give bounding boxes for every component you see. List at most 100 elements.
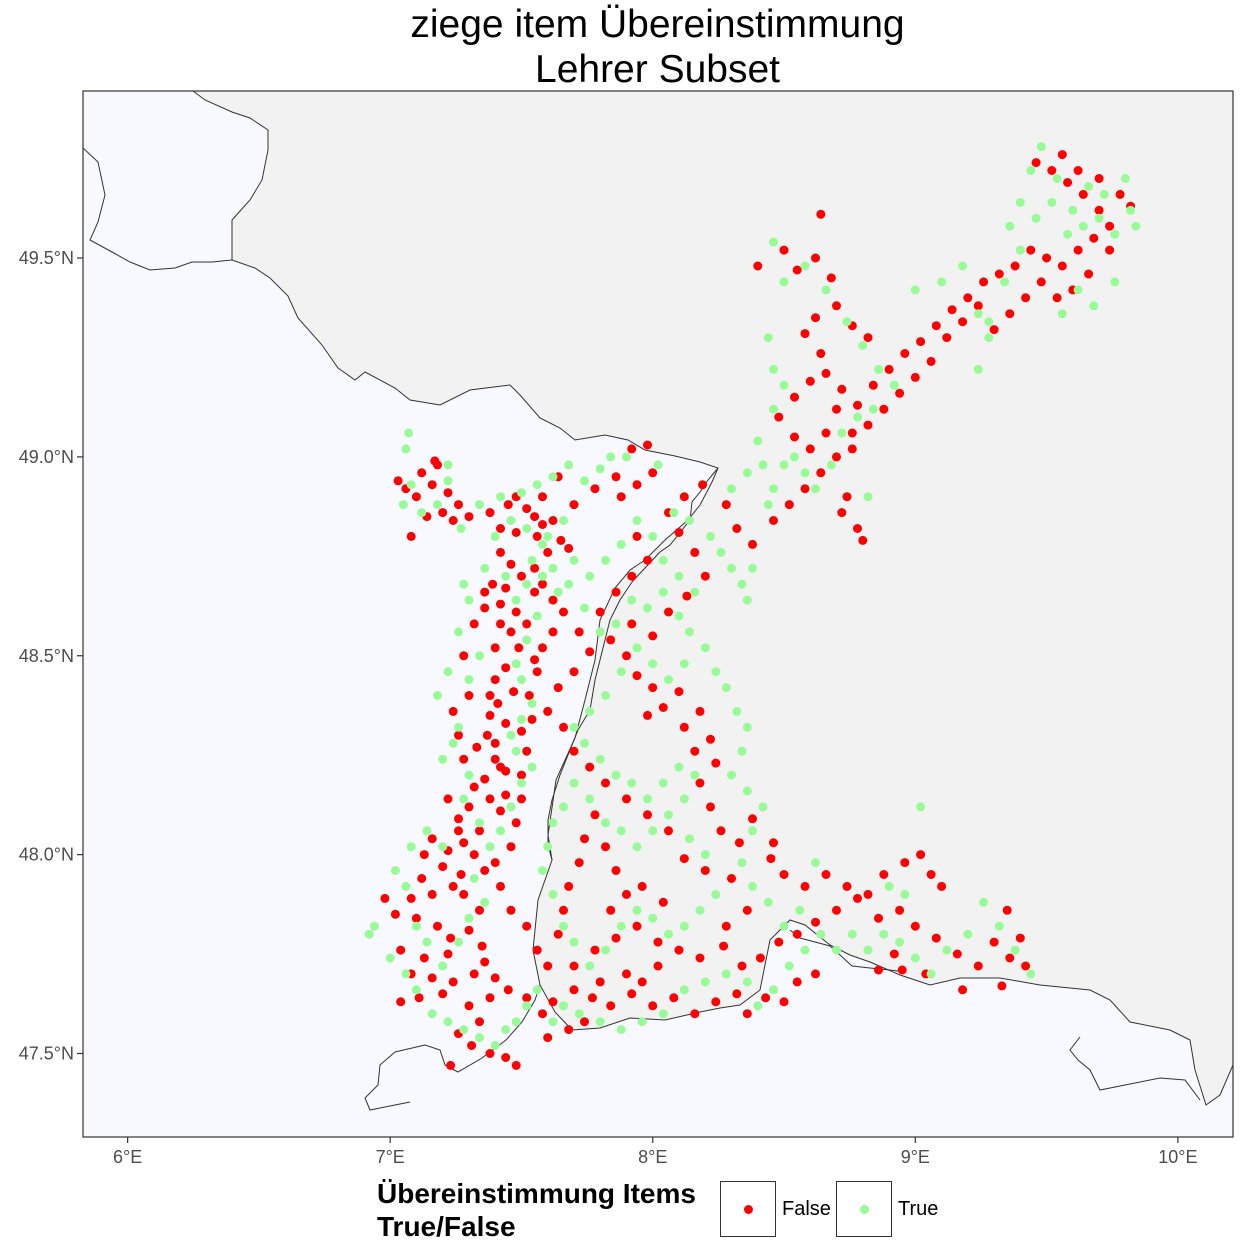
point-false xyxy=(916,850,926,860)
point-true xyxy=(727,484,736,494)
point-false xyxy=(648,631,658,641)
point-true xyxy=(679,985,689,995)
point-true xyxy=(559,516,568,525)
point-false xyxy=(989,325,999,335)
point-true xyxy=(417,508,427,518)
point-false xyxy=(464,691,474,700)
point-false xyxy=(958,317,968,327)
point-true xyxy=(456,524,466,533)
point-true xyxy=(784,961,794,971)
point-true xyxy=(438,754,448,764)
point-false xyxy=(469,619,479,629)
point-false xyxy=(548,997,558,1007)
point-true xyxy=(459,1025,469,1035)
point-false xyxy=(517,726,526,736)
point-false xyxy=(627,619,637,629)
point-true xyxy=(464,770,474,780)
point-true xyxy=(1131,221,1141,231)
point-true xyxy=(506,730,516,740)
legend-label-true: True xyxy=(898,1198,939,1220)
point-false xyxy=(469,850,479,860)
point-true xyxy=(742,722,752,732)
point-false xyxy=(910,372,920,382)
point-false xyxy=(433,460,442,470)
point-false xyxy=(522,746,532,756)
point-true xyxy=(627,778,637,788)
point-false xyxy=(732,524,742,533)
point-true xyxy=(543,842,553,852)
point-true xyxy=(800,468,810,478)
point-true xyxy=(475,500,484,510)
point-true xyxy=(406,842,416,852)
point-true xyxy=(585,961,595,971)
point-true xyxy=(963,929,973,939)
point-false xyxy=(832,452,841,462)
point-true xyxy=(443,460,453,470)
point-true xyxy=(690,770,700,780)
point-true xyxy=(942,945,952,955)
point-true xyxy=(742,468,752,478)
point-false xyxy=(811,969,820,979)
point-true xyxy=(480,563,490,573)
point-true xyxy=(648,531,658,541)
point-false xyxy=(989,937,999,947)
point-false xyxy=(501,1053,511,1062)
point-true xyxy=(454,627,463,637)
point-false xyxy=(538,492,547,502)
point-false xyxy=(569,961,579,971)
point-true xyxy=(517,714,526,724)
point-true xyxy=(401,444,411,454)
point-true xyxy=(847,929,857,939)
point-false xyxy=(611,933,621,943)
point-false xyxy=(611,587,621,597)
point-true xyxy=(1089,301,1099,311)
point-false xyxy=(427,480,437,490)
point-true xyxy=(832,945,841,955)
point-true xyxy=(658,555,668,565)
point-false xyxy=(895,905,905,915)
point-true xyxy=(900,889,910,899)
point-true xyxy=(616,1025,626,1035)
point-false xyxy=(417,468,427,478)
point-false xyxy=(530,512,540,522)
point-true xyxy=(601,945,610,955)
point-false xyxy=(380,893,390,903)
point-true xyxy=(895,937,905,947)
point-true xyxy=(522,1001,532,1011)
point-false xyxy=(622,889,631,899)
point-true xyxy=(569,722,579,732)
point-true xyxy=(795,905,805,915)
point-true xyxy=(595,627,605,637)
point-true xyxy=(763,500,773,510)
point-false xyxy=(937,881,947,891)
point-true xyxy=(706,531,715,541)
point-false xyxy=(501,790,511,800)
point-false xyxy=(454,730,463,740)
point-true xyxy=(538,571,547,581)
point-true xyxy=(1031,213,1041,223)
point-false xyxy=(711,758,721,768)
point-false xyxy=(496,762,505,772)
point-true xyxy=(438,961,448,971)
legend-title-line2: True/False xyxy=(377,1211,516,1242)
point-false xyxy=(543,547,553,557)
point-false xyxy=(427,889,437,899)
point-false xyxy=(942,333,952,343)
point-false xyxy=(637,881,647,891)
germany-land-area xyxy=(192,91,1233,1106)
point-true xyxy=(973,309,983,319)
point-false xyxy=(792,977,802,987)
point-false xyxy=(863,420,873,430)
point-false xyxy=(816,209,826,219)
point-false xyxy=(448,977,458,987)
point-true xyxy=(443,476,453,486)
point-false xyxy=(648,683,658,693)
point-true xyxy=(1005,221,1015,231)
point-false xyxy=(606,905,616,915)
point-true xyxy=(569,555,579,565)
point-false xyxy=(590,945,600,955)
point-false xyxy=(417,874,427,883)
point-false xyxy=(393,476,403,486)
point-true xyxy=(480,897,490,907)
point-true xyxy=(459,794,469,804)
